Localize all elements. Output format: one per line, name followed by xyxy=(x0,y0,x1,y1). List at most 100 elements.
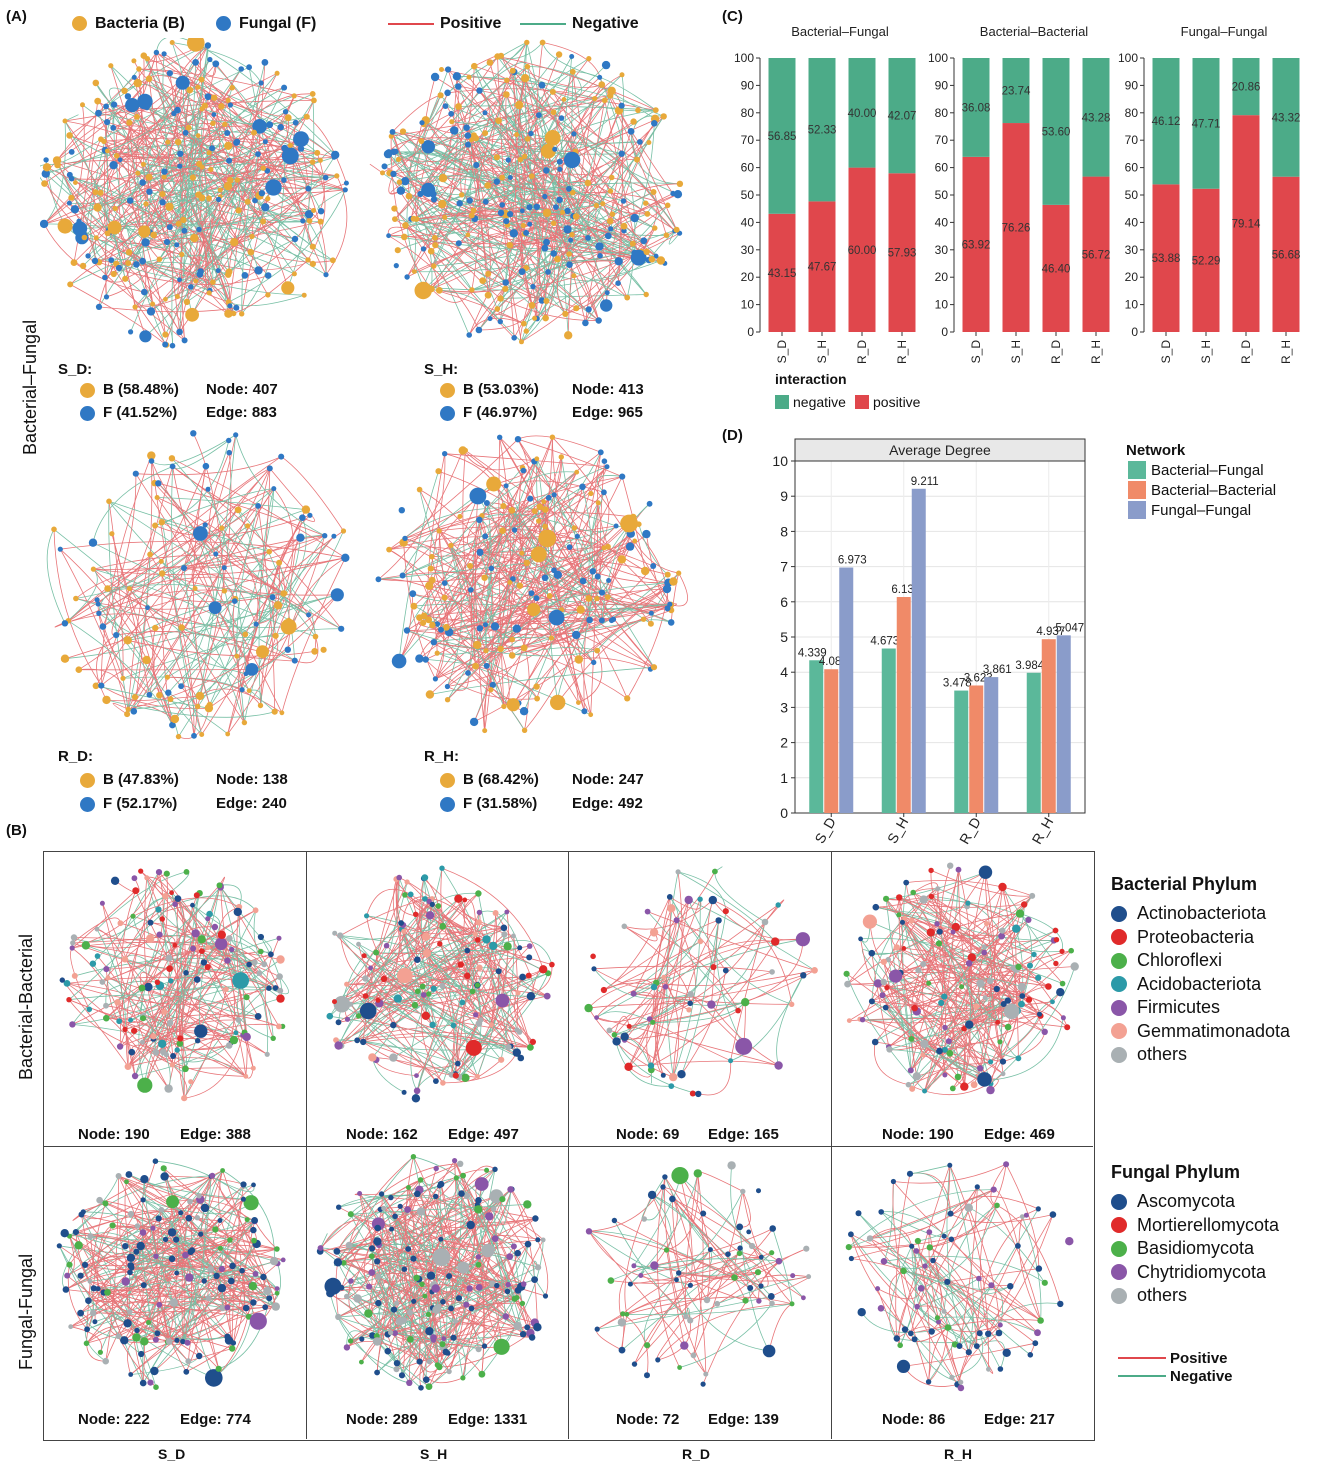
network-node xyxy=(640,237,648,245)
network-node xyxy=(414,1073,419,1078)
network-node xyxy=(667,601,673,607)
network-node xyxy=(66,132,73,139)
network-node xyxy=(727,1161,736,1170)
network-node xyxy=(460,1172,466,1179)
network-node xyxy=(225,1042,233,1049)
network-edge xyxy=(195,42,336,156)
network-node xyxy=(60,1229,69,1238)
network-node xyxy=(211,923,219,931)
network-edge xyxy=(244,530,344,635)
network-node xyxy=(880,958,888,965)
network-edge xyxy=(179,905,199,1039)
network-node xyxy=(481,1343,488,1349)
network-node xyxy=(297,145,305,152)
network-node xyxy=(417,1177,424,1183)
network-node xyxy=(437,1180,445,1188)
network-node xyxy=(261,203,270,212)
network-node xyxy=(442,1348,450,1356)
network-edge xyxy=(402,486,583,576)
network-edge xyxy=(58,1245,94,1314)
network-node xyxy=(411,1001,419,1009)
network-edge xyxy=(199,141,266,275)
bar-label-positive: 57.93 xyxy=(888,248,917,260)
network-node xyxy=(190,233,199,243)
network-edge xyxy=(64,533,201,624)
network-edge xyxy=(571,191,654,235)
network-node xyxy=(281,177,287,183)
network-node xyxy=(114,999,121,1006)
network-node xyxy=(174,1047,180,1053)
network-edge xyxy=(127,466,173,710)
network-node xyxy=(469,287,475,293)
network-node xyxy=(741,998,750,1007)
network-node xyxy=(291,235,299,243)
network-edge xyxy=(497,56,602,88)
network-edge xyxy=(895,975,998,1023)
network-node xyxy=(439,922,447,930)
network-node xyxy=(233,304,240,311)
network-edge xyxy=(113,45,209,129)
network-node xyxy=(775,1257,783,1265)
network-edge xyxy=(422,54,560,287)
network-node xyxy=(482,935,491,944)
network-node xyxy=(380,170,385,176)
network-sd-edge: Edge: 883 xyxy=(206,404,277,421)
network-node xyxy=(163,1051,169,1058)
network-edge xyxy=(105,106,170,207)
network-edge xyxy=(424,898,531,1048)
network-node xyxy=(438,199,447,209)
network-edge xyxy=(551,565,654,639)
network-edge xyxy=(663,977,680,1078)
network-node xyxy=(600,201,606,207)
network-node xyxy=(609,211,616,217)
network-node xyxy=(485,270,492,277)
network-edge xyxy=(388,235,480,331)
network-node xyxy=(497,318,503,325)
network-node xyxy=(147,551,153,558)
network-edge xyxy=(886,987,998,1023)
network-node xyxy=(206,910,213,918)
network-node xyxy=(697,938,704,945)
network-edge xyxy=(467,144,680,234)
network-edge xyxy=(911,920,1014,969)
network-node xyxy=(373,1237,382,1246)
network-node xyxy=(384,1347,392,1355)
network-edge xyxy=(420,1179,515,1247)
network-node xyxy=(178,683,185,690)
network-node xyxy=(443,623,450,631)
network-node xyxy=(330,257,336,264)
network-edge xyxy=(531,173,654,193)
network-edge xyxy=(114,220,296,240)
network-edge xyxy=(98,261,269,285)
network-node xyxy=(669,577,678,586)
network-node xyxy=(430,196,438,203)
network-node xyxy=(714,1300,721,1307)
network-node xyxy=(169,342,176,349)
network-edge xyxy=(913,892,1046,1032)
network-node xyxy=(585,306,592,313)
network-edge xyxy=(922,963,970,1056)
y-tick-label: 60 xyxy=(741,161,755,175)
network-node xyxy=(533,1323,542,1332)
y-tick-label: 20 xyxy=(741,270,755,284)
network-node xyxy=(125,98,140,113)
network-node xyxy=(584,1003,593,1013)
bar-value-label: 4.339 xyxy=(798,647,827,659)
network-node xyxy=(217,1245,223,1251)
network-drawings xyxy=(56,862,1079,1392)
bacteria-dot-icon xyxy=(440,772,455,788)
bar-label-negative: 42.07 xyxy=(888,111,917,123)
y-tick-label: 0 xyxy=(747,325,754,339)
network-node xyxy=(306,218,313,224)
network-node xyxy=(655,1357,661,1363)
network-node xyxy=(507,1186,514,1193)
network-node xyxy=(133,1248,140,1255)
bar-positive xyxy=(1082,176,1110,332)
network-edge xyxy=(937,888,946,1050)
network-edge xyxy=(236,505,259,657)
network-node xyxy=(630,249,647,266)
network-node xyxy=(457,1160,464,1167)
network-node xyxy=(193,526,208,541)
network-node xyxy=(528,590,535,597)
network-node xyxy=(511,933,516,939)
